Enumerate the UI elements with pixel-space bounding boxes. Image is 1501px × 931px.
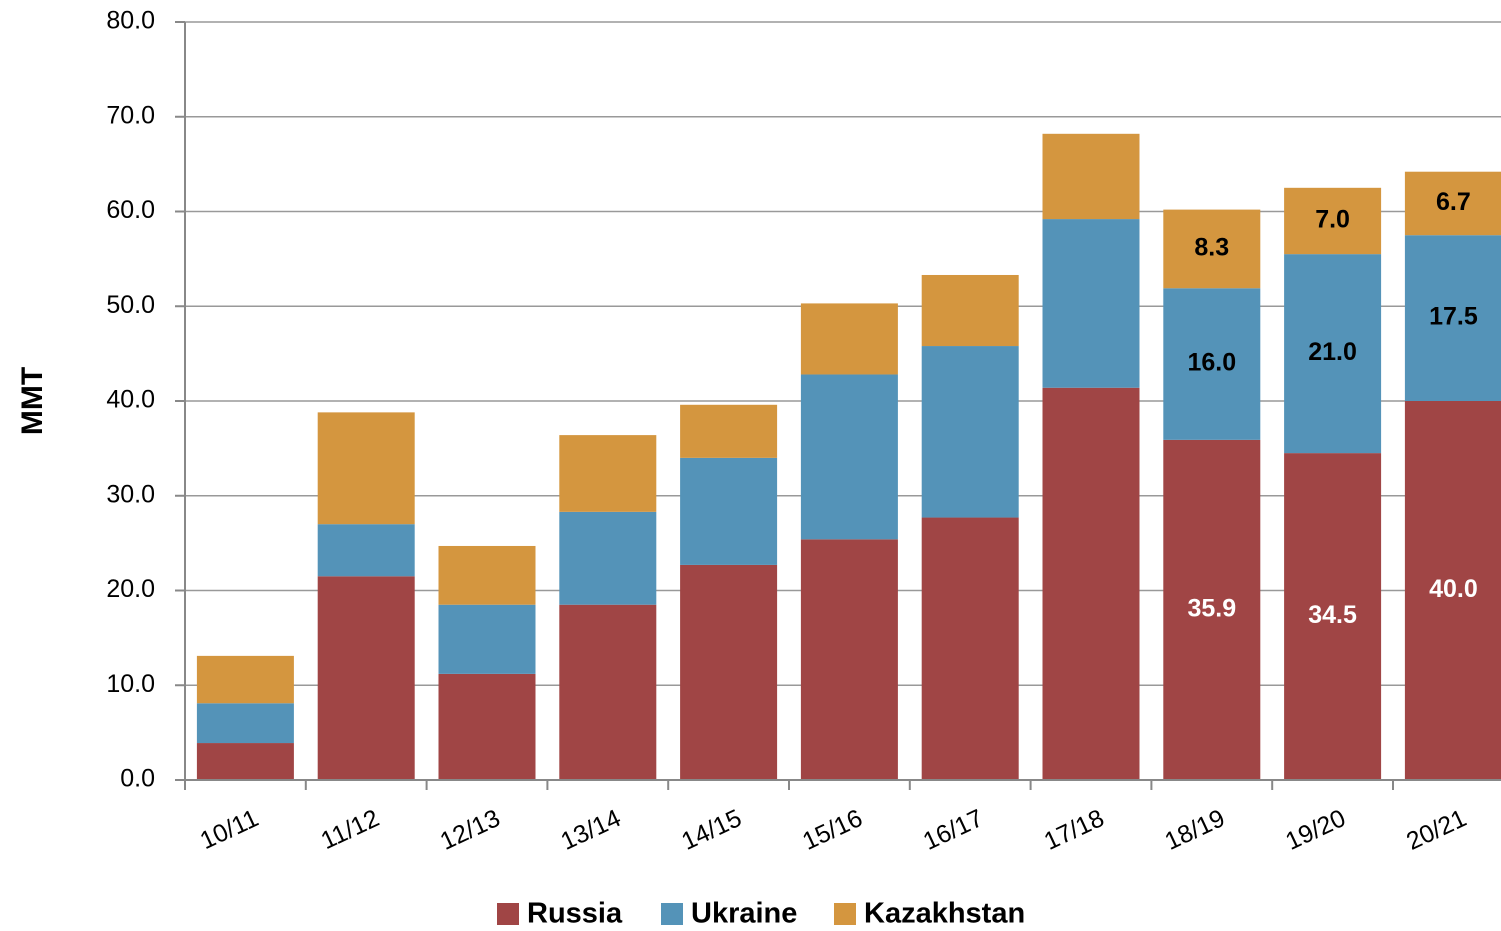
- data-label: 6.7: [1436, 188, 1471, 216]
- bar-segment: [1284, 187, 1382, 255]
- bar-segment: [196, 703, 294, 744]
- legend-label: Ukraine: [691, 898, 797, 930]
- x-tick-label: 18/19: [1161, 804, 1230, 856]
- y-tick-label: 20.0: [106, 575, 155, 603]
- y-tick-label: 30.0: [106, 480, 155, 508]
- bar-segment: [921, 346, 1019, 518]
- x-tick-label: 13/14: [557, 804, 626, 856]
- bar-segment: [1284, 453, 1382, 780]
- bar-segment: [559, 435, 657, 512]
- bar-segment: [1163, 439, 1261, 780]
- bar-segment: [800, 539, 898, 780]
- data-label: 16.0: [1187, 349, 1236, 377]
- bar-segment: [559, 511, 657, 605]
- bar-segment: [317, 412, 415, 525]
- legend-swatch: [497, 903, 519, 925]
- x-tick-label: 20/21: [1402, 804, 1471, 856]
- bar-segment: [438, 604, 536, 674]
- bar-segment: [1163, 288, 1261, 440]
- y-axis-label: MMT: [16, 367, 49, 435]
- bar-segment: [559, 604, 657, 780]
- legend-label: Kazakhstan: [864, 898, 1025, 930]
- data-label: 8.3: [1194, 234, 1229, 262]
- y-tick-label: 10.0: [106, 670, 155, 698]
- bar-segment: [317, 576, 415, 780]
- y-tick-label: 50.0: [106, 291, 155, 319]
- data-label: 35.9: [1187, 595, 1236, 623]
- data-label: 17.5: [1429, 303, 1478, 331]
- bar-segment: [196, 743, 294, 780]
- bar-segment: [1163, 209, 1261, 289]
- y-tick-label: 0.0: [120, 765, 155, 793]
- data-label: 7.0: [1315, 206, 1350, 234]
- data-label: 34.5: [1308, 601, 1357, 629]
- bar-segment: [800, 374, 898, 540]
- bar-segment: [921, 274, 1019, 347]
- bar-segment: [1042, 133, 1140, 220]
- x-tick-label: 19/20: [1281, 804, 1350, 856]
- bar-segment: [680, 564, 778, 780]
- bar-segment: [680, 457, 778, 565]
- bar-segment: [921, 517, 1019, 780]
- bar-segment: [1042, 387, 1140, 780]
- y-tick-label: 80.0: [106, 7, 155, 35]
- legend-swatch: [661, 903, 683, 925]
- bar-segment: [196, 655, 294, 704]
- bar-segment: [1284, 254, 1382, 454]
- data-label: 21.0: [1308, 338, 1357, 366]
- x-tick-label: 17/18: [1040, 804, 1109, 856]
- bar-segment: [1404, 235, 1501, 401]
- x-tick-label: 10/11: [196, 804, 263, 855]
- y-tick-label: 70.0: [106, 101, 155, 129]
- bar-segment: [438, 673, 536, 780]
- bar-segment: [1404, 401, 1501, 780]
- data-label: 40.0: [1429, 575, 1478, 603]
- x-tick-label: 11/12: [317, 804, 384, 855]
- bar-segment: [800, 303, 898, 375]
- x-tick-label: 12/13: [436, 804, 505, 856]
- bar-segment: [1042, 219, 1140, 388]
- bar-segment: [317, 524, 415, 577]
- bar-segment: [1404, 171, 1501, 236]
- x-tick-label: 14/15: [677, 804, 746, 856]
- bar-segment: [438, 545, 536, 605]
- y-tick-label: 60.0: [106, 196, 155, 224]
- x-tick-label: 15/16: [798, 804, 867, 856]
- legend-label: Russia: [527, 898, 623, 930]
- y-tick-label: 40.0: [106, 386, 155, 414]
- bar-segment: [680, 404, 778, 458]
- legend-swatch: [834, 903, 856, 925]
- x-tick-label: 16/17: [919, 804, 988, 856]
